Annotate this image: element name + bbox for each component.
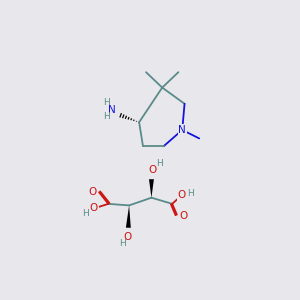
Text: H: H — [120, 239, 126, 248]
Text: N: N — [178, 125, 186, 135]
Text: H: H — [187, 189, 194, 198]
Text: N: N — [107, 105, 115, 115]
Text: H: H — [103, 112, 110, 122]
Polygon shape — [149, 179, 154, 198]
Text: O: O — [90, 203, 98, 214]
Text: H: H — [157, 158, 163, 167]
Text: O: O — [123, 232, 132, 242]
Text: H: H — [103, 98, 110, 107]
Text: O: O — [148, 165, 156, 175]
Text: O: O — [177, 190, 186, 200]
Text: O: O — [88, 187, 97, 197]
Polygon shape — [126, 206, 131, 228]
Text: H: H — [82, 209, 89, 218]
Text: O: O — [179, 211, 188, 221]
